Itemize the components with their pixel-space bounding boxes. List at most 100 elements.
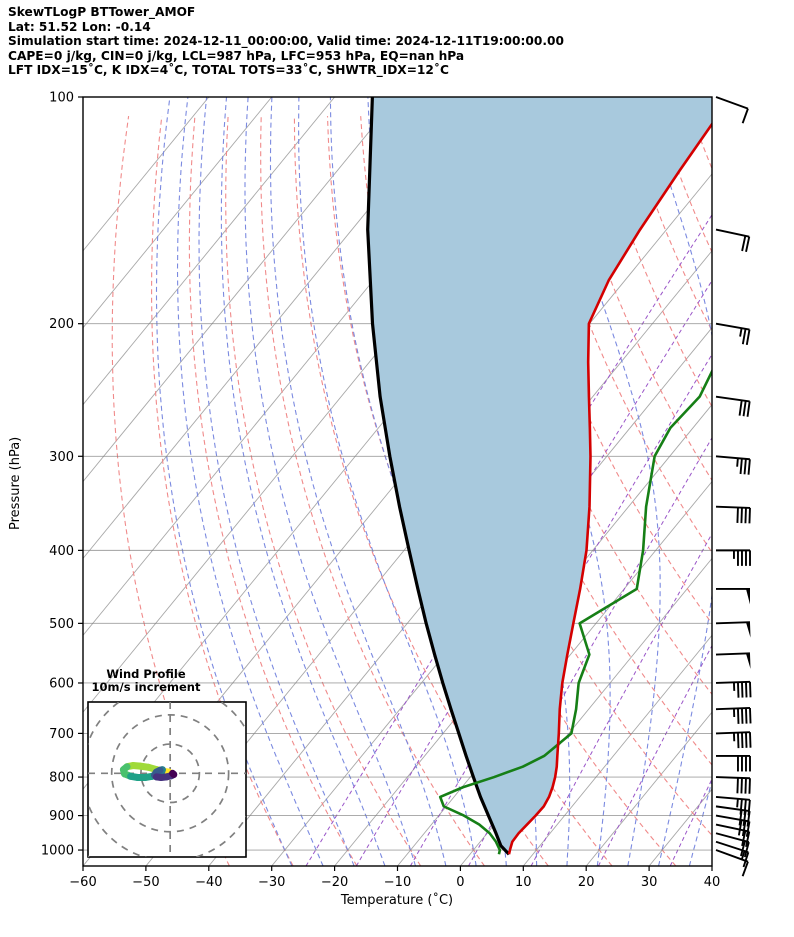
barb-full	[745, 821, 751, 837]
header-times: Simulation start time: 2024-12-11_00:00:…	[8, 34, 564, 49]
isotherm	[83, 97, 335, 406]
barb-full	[745, 831, 751, 847]
barb-full	[742, 851, 750, 868]
barb-full	[737, 732, 740, 749]
barb-full	[744, 507, 747, 524]
moist-adiabat	[783, 97, 794, 866]
barb-full	[743, 841, 750, 858]
barb-full	[741, 820, 747, 837]
y-axis-ticks: 100 200 300 400 500 600 700 800 900 1000	[41, 91, 83, 859]
isotherm	[83, 97, 273, 329]
barb-full	[749, 707, 752, 724]
barb-half	[740, 850, 746, 860]
barb-flag	[745, 653, 751, 669]
wind-barbs	[715, 96, 752, 877]
barb-full	[744, 778, 747, 794]
y-tick-label: 500	[49, 617, 74, 632]
hodograph-ring	[110, 713, 230, 833]
barb-full	[749, 681, 752, 698]
moist-adiabat	[720, 97, 794, 866]
header-location: Lat: 51.52 Lon: -0.14	[8, 19, 151, 34]
parcel-path-curve	[366, 97, 511, 856]
barb-full	[747, 459, 751, 475]
barb-full	[738, 400, 743, 416]
x-tick-label: −40	[195, 875, 222, 890]
barb-full	[745, 708, 748, 724]
dry-adiabat	[188, 116, 358, 866]
y-tick-label: 700	[49, 727, 74, 742]
barb-full	[743, 458, 747, 475]
y-tick-label: 1000	[41, 844, 74, 859]
moist-adiabat	[176, 97, 324, 866]
barb-full	[740, 840, 746, 857]
x-axis-ticks: −60 −50 −40 −30 −20 −10 0 10 20 30 40	[69, 866, 720, 890]
barb-full	[741, 328, 747, 345]
mixing-ratio-line	[468, 436, 712, 866]
isotherm	[775, 97, 794, 866]
barb-shaft	[715, 795, 750, 801]
barb-half	[739, 328, 743, 337]
x-tick-label: −20	[321, 875, 348, 890]
barb-full	[749, 732, 752, 748]
barb-shaft	[715, 707, 751, 711]
barb-shaft	[715, 731, 751, 735]
cape-fill-region	[367, 97, 712, 855]
y-tick-label: 600	[49, 676, 74, 691]
barb-full	[741, 108, 749, 124]
wind-barb	[715, 849, 749, 877]
barb-full	[741, 235, 747, 252]
header-indices-1: CAPE=0 j/kg, CIN=0 j/kg, LCL=987 hPa, LF…	[8, 48, 465, 63]
moist-adiabat	[298, 97, 477, 866]
barb-full	[745, 329, 751, 346]
moist-adiabat	[752, 97, 794, 866]
dry-adiabat	[293, 116, 549, 866]
header-title: SkewTLogP BTTower_AMOF	[8, 5, 196, 19]
dry-adiabat	[111, 116, 230, 866]
x-tick-label: −30	[258, 875, 285, 890]
wind-barb	[716, 755, 751, 772]
x-tick-label: 10	[515, 875, 532, 890]
hodograph-title-line2: 10m/s increment	[92, 680, 201, 694]
profile-curves	[366, 97, 712, 856]
barb-full	[742, 400, 747, 417]
wind-barb	[716, 549, 751, 566]
barb-shaft	[715, 505, 751, 509]
barb-half	[736, 458, 739, 467]
x-axis-label: Temperature (˚C)	[0, 893, 794, 908]
wind-barb	[715, 731, 752, 749]
barb-shaft	[715, 455, 750, 461]
moist-adiabat	[688, 778, 712, 866]
x-tick-label: 0	[456, 875, 464, 890]
x-tick-label: 30	[641, 875, 658, 890]
barb-full	[748, 778, 751, 794]
barb-full	[748, 507, 751, 524]
barb-full	[741, 830, 747, 847]
moist-adiabat	[269, 97, 447, 866]
isotherm	[711, 865, 712, 866]
hodograph-rings	[88, 702, 246, 857]
wind-barb	[715, 505, 751, 524]
moist-adiabat	[545, 97, 661, 866]
barb-full	[743, 799, 747, 816]
y-axis-label: Pressure (hPa)	[8, 436, 23, 530]
barb-shaft	[715, 652, 751, 656]
barb-full	[740, 507, 743, 524]
x-tick-label: −10	[384, 875, 411, 890]
dry-adiabat	[559, 115, 712, 482]
barb-shaft	[715, 849, 749, 863]
barb-shaft	[715, 680, 751, 684]
moist-adiabat	[643, 97, 712, 866]
isotherm	[522, 634, 712, 866]
wind-barb	[715, 652, 751, 669]
moist-adiabat	[198, 97, 355, 866]
mixing-ratio-line	[355, 279, 712, 866]
y-tick-label: 300	[49, 450, 74, 465]
dry-adiabat	[260, 116, 485, 866]
wind-barb	[715, 795, 751, 816]
wind-barb	[715, 621, 751, 638]
figure-header: SkewTLogP BTTower_AMOF Lat: 51.52 Lon: -…	[8, 5, 788, 78]
x-tick-label: −50	[132, 875, 159, 890]
